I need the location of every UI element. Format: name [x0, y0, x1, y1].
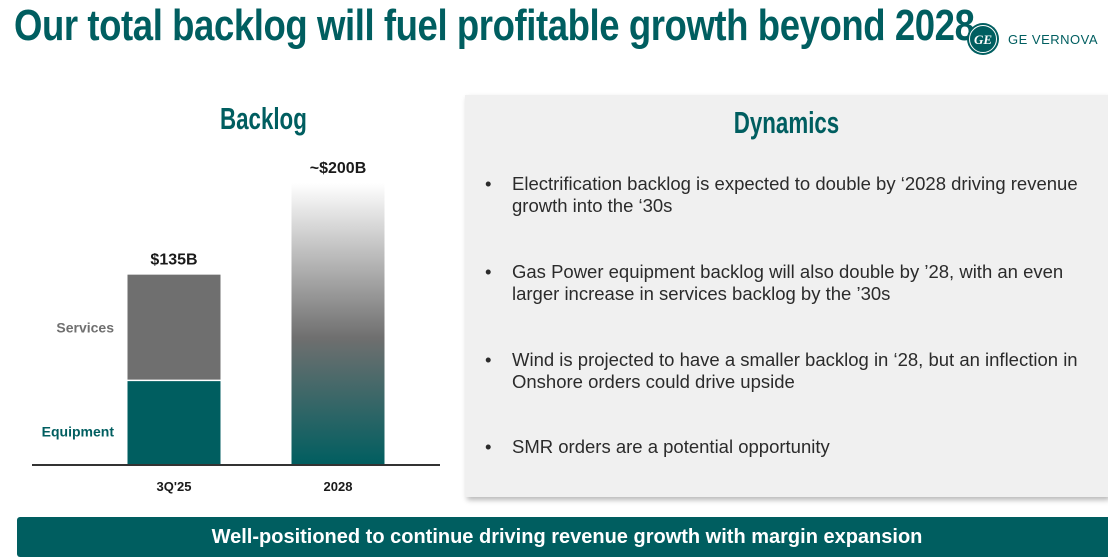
- svg-text:GE: GE: [974, 32, 992, 47]
- bullet-icon: •: [485, 349, 492, 370]
- dynamics-item: • Electrification backlog is expected to…: [485, 173, 1085, 217]
- bullet-icon: •: [485, 261, 492, 282]
- bar-total-label: ~$200B: [310, 160, 367, 177]
- takeaway-banner: Well-positioned to continue driving reve…: [17, 517, 1108, 557]
- x-tick-label: 3Q'25: [157, 479, 192, 494]
- bar-total-projection: [291, 183, 385, 465]
- dynamics-item-text: Wind is projected to have a smaller back…: [512, 349, 1078, 392]
- ge-monogram-icon: GE: [967, 23, 999, 55]
- bar-total-label: $135B: [150, 252, 197, 269]
- logo: GE GE VERNOVA: [966, 22, 1098, 56]
- legend-services: Services: [56, 320, 114, 336]
- bar-equipment: [127, 380, 221, 465]
- dynamics-item-text: SMR orders are a potential opportunity: [512, 436, 830, 457]
- banner-text: Well-positioned to continue driving reve…: [211, 526, 923, 548]
- dynamics-heading: Dynamics: [733, 105, 840, 140]
- dynamics-item-text: Electrification backlog is expected to d…: [512, 173, 1078, 216]
- dynamics-item-text: Gas Power equipment backlog will also do…: [512, 261, 1064, 304]
- legend-equipment: Equipment: [42, 424, 115, 440]
- bullet-icon: •: [485, 436, 492, 457]
- page-title: Our total backlog will fuel profitable g…: [14, 1, 975, 50]
- backlog-chart: $135B 3Q'25 ~$200B 2028 Services Equipment: [32, 160, 440, 494]
- x-tick-label: 2028: [324, 479, 353, 494]
- bullet-icon: •: [485, 173, 492, 194]
- dynamics-panel: Dynamics • Electrification backlog is ex…: [465, 95, 1108, 497]
- dynamics-item: • Wind is projected to have a smaller ba…: [485, 349, 1085, 393]
- bar-services: [127, 274, 221, 381]
- chart-title: Backlog: [220, 101, 307, 136]
- logo-text: GE VERNOVA: [1008, 31, 1099, 47]
- dynamics-item: • SMR orders are a potential opportunity: [485, 436, 1085, 458]
- dynamics-item: • Gas Power equipment backlog will also …: [485, 261, 1085, 305]
